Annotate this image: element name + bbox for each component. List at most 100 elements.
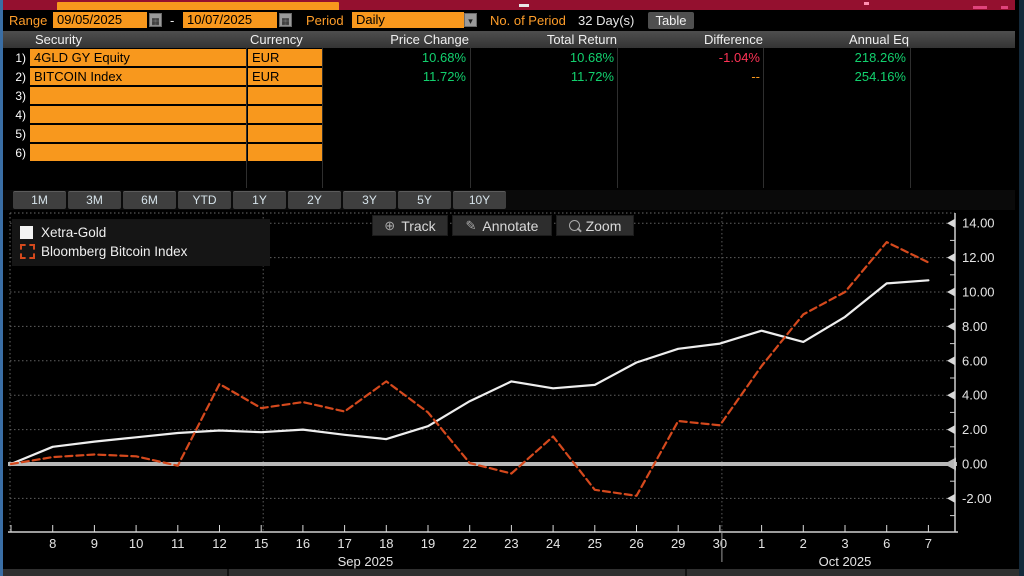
legend-item[interactable]: Bloomberg Bitcoin Index (20, 242, 262, 261)
difference-value: -1.04% (718, 50, 760, 65)
period-button-2y[interactable]: 2Y (288, 191, 341, 209)
svg-text:3: 3 (841, 536, 848, 551)
range-end-input[interactable]: 10/07/2025 (183, 12, 277, 28)
svg-text:18: 18 (379, 536, 393, 551)
svg-text:8: 8 (49, 536, 56, 551)
range-label: Range (9, 13, 48, 28)
period-button-1y[interactable]: 1Y (233, 191, 286, 209)
period-button-10y[interactable]: 10Y (453, 191, 506, 209)
svg-text:25: 25 (588, 536, 602, 551)
svg-text:10.00: 10.00 (962, 285, 995, 300)
svg-text:2.00: 2.00 (962, 422, 987, 437)
security-cell[interactable] (30, 87, 246, 104)
annotate-button-label: Annotate (482, 217, 539, 234)
window-left-border (0, 0, 3, 576)
no-of-period-label: No. of Period (490, 13, 566, 28)
annual-eq-value: 218.26% (854, 50, 906, 65)
header-total-return[interactable]: Total Return (546, 32, 617, 47)
currency-cell[interactable] (248, 106, 322, 123)
header-price-change[interactable]: Price Change (390, 32, 469, 47)
table-button[interactable]: Table (648, 12, 694, 29)
svg-text:24: 24 (546, 536, 560, 551)
annual-eq-value: 254.16% (854, 69, 906, 84)
header-difference[interactable]: Difference (703, 32, 763, 47)
period-button-5y[interactable]: 5Y (398, 191, 451, 209)
table-row: 3) (0, 87, 1015, 104)
no-of-period-value: 32 Day(s) (578, 13, 635, 28)
track-button[interactable]: ⊕ Track (372, 215, 448, 236)
svg-text:15: 15 (254, 536, 268, 551)
svg-text:19: 19 (421, 536, 435, 551)
security-cell[interactable] (30, 144, 246, 161)
window-right-border (1019, 0, 1024, 576)
currency-cell[interactable]: EUR (248, 68, 322, 85)
crosshair-icon: ⊕ (384, 218, 396, 233)
top-strip-marker (1001, 6, 1008, 9)
series-xetra-gold (9, 279, 930, 466)
svg-text:16: 16 (296, 536, 310, 551)
svg-text:Sep 2025: Sep 2025 (338, 554, 394, 569)
svg-text:12: 12 (212, 536, 226, 551)
minimize-icon (519, 4, 529, 7)
table-row: 2) BITCOIN Index EUR 11.72% 11.72% -- 25… (0, 68, 1015, 85)
svg-text:30: 30 (713, 536, 727, 551)
column-divider (470, 31, 471, 188)
svg-text:6: 6 (883, 536, 890, 551)
svg-text:17: 17 (337, 536, 351, 551)
column-divider (617, 31, 618, 188)
row-number: 4) (15, 108, 26, 122)
period-select[interactable]: Daily (352, 12, 464, 28)
series-bloomberg-bitcoin-index (9, 241, 930, 497)
magnifier-icon (568, 220, 580, 231)
price-change-value: 10.68% (421, 50, 466, 65)
header-annual-eq[interactable]: Annual Eq (849, 32, 909, 47)
svg-text:9: 9 (91, 536, 98, 551)
range-start-input[interactable]: 09/05/2025 (53, 12, 147, 28)
svg-text:0.00: 0.00 (962, 457, 987, 472)
table-row: 4) (0, 106, 1015, 123)
svg-text:10: 10 (129, 536, 143, 551)
table-header: Security Currency Price Change Total Ret… (3, 31, 1015, 48)
row-number: 3) (15, 89, 26, 103)
period-button-6m[interactable]: 6M (123, 191, 176, 209)
legend-item[interactable]: Xetra-Gold (20, 223, 262, 242)
annotate-button[interactable]: ✎ Annotate (452, 215, 552, 236)
chart-legend: Xetra-Gold Bloomberg Bitcoin Index (12, 219, 270, 266)
period-button-ytd[interactable]: YTD (178, 191, 231, 209)
currency-cell[interactable] (248, 87, 322, 104)
chevron-down-icon[interactable]: ▾ (464, 13, 477, 27)
xetra-gold-swatch (20, 226, 33, 239)
returns-chart[interactable]: 14.00 12.00 10.00 8.00 6.00 4.00 2.00 0.00 -2.00… (0, 211, 1024, 569)
bitcoin-swatch (20, 244, 35, 259)
currency-cell[interactable] (248, 125, 322, 142)
svg-text:7: 7 (925, 536, 932, 551)
period-button-3y[interactable]: 3Y (343, 191, 396, 209)
header-security[interactable]: Security (35, 32, 82, 47)
top-strip-marker (864, 2, 869, 5)
security-cell[interactable]: BITCOIN Index (30, 68, 246, 85)
zero-line (8, 457, 957, 471)
calendar-icon[interactable]: ▦ (149, 13, 162, 27)
table-row: 6) (0, 144, 1015, 161)
calendar-icon[interactable]: ▦ (279, 13, 292, 27)
svg-text:12.00: 12.00 (962, 250, 995, 265)
security-cell[interactable] (30, 106, 246, 123)
period-button-1m[interactable]: 1M (13, 191, 66, 209)
period-button-3m[interactable]: 3M (68, 191, 121, 209)
currency-cell[interactable]: EUR (248, 49, 322, 66)
row-number: 2) (15, 70, 26, 84)
legend-label: Xetra-Gold (41, 225, 107, 240)
currency-cell[interactable] (248, 144, 322, 161)
row-number: 1) (15, 51, 26, 65)
bottom-strip-divider (685, 569, 687, 576)
svg-text:6.00: 6.00 (962, 353, 987, 368)
row-number: 5) (15, 127, 26, 141)
header-currency[interactable]: Currency (250, 32, 303, 47)
zoom-button[interactable]: Zoom (556, 215, 634, 236)
column-divider (763, 31, 764, 188)
security-cell[interactable]: 4GLD GY Equity (30, 49, 246, 66)
top-strip-field (57, 2, 339, 10)
bottom-window-strip (3, 569, 1019, 576)
security-cell[interactable] (30, 125, 246, 142)
range-toolbar: Range 09/05/2025 ▦ - 10/07/2025 ▦ Period… (3, 10, 1015, 31)
